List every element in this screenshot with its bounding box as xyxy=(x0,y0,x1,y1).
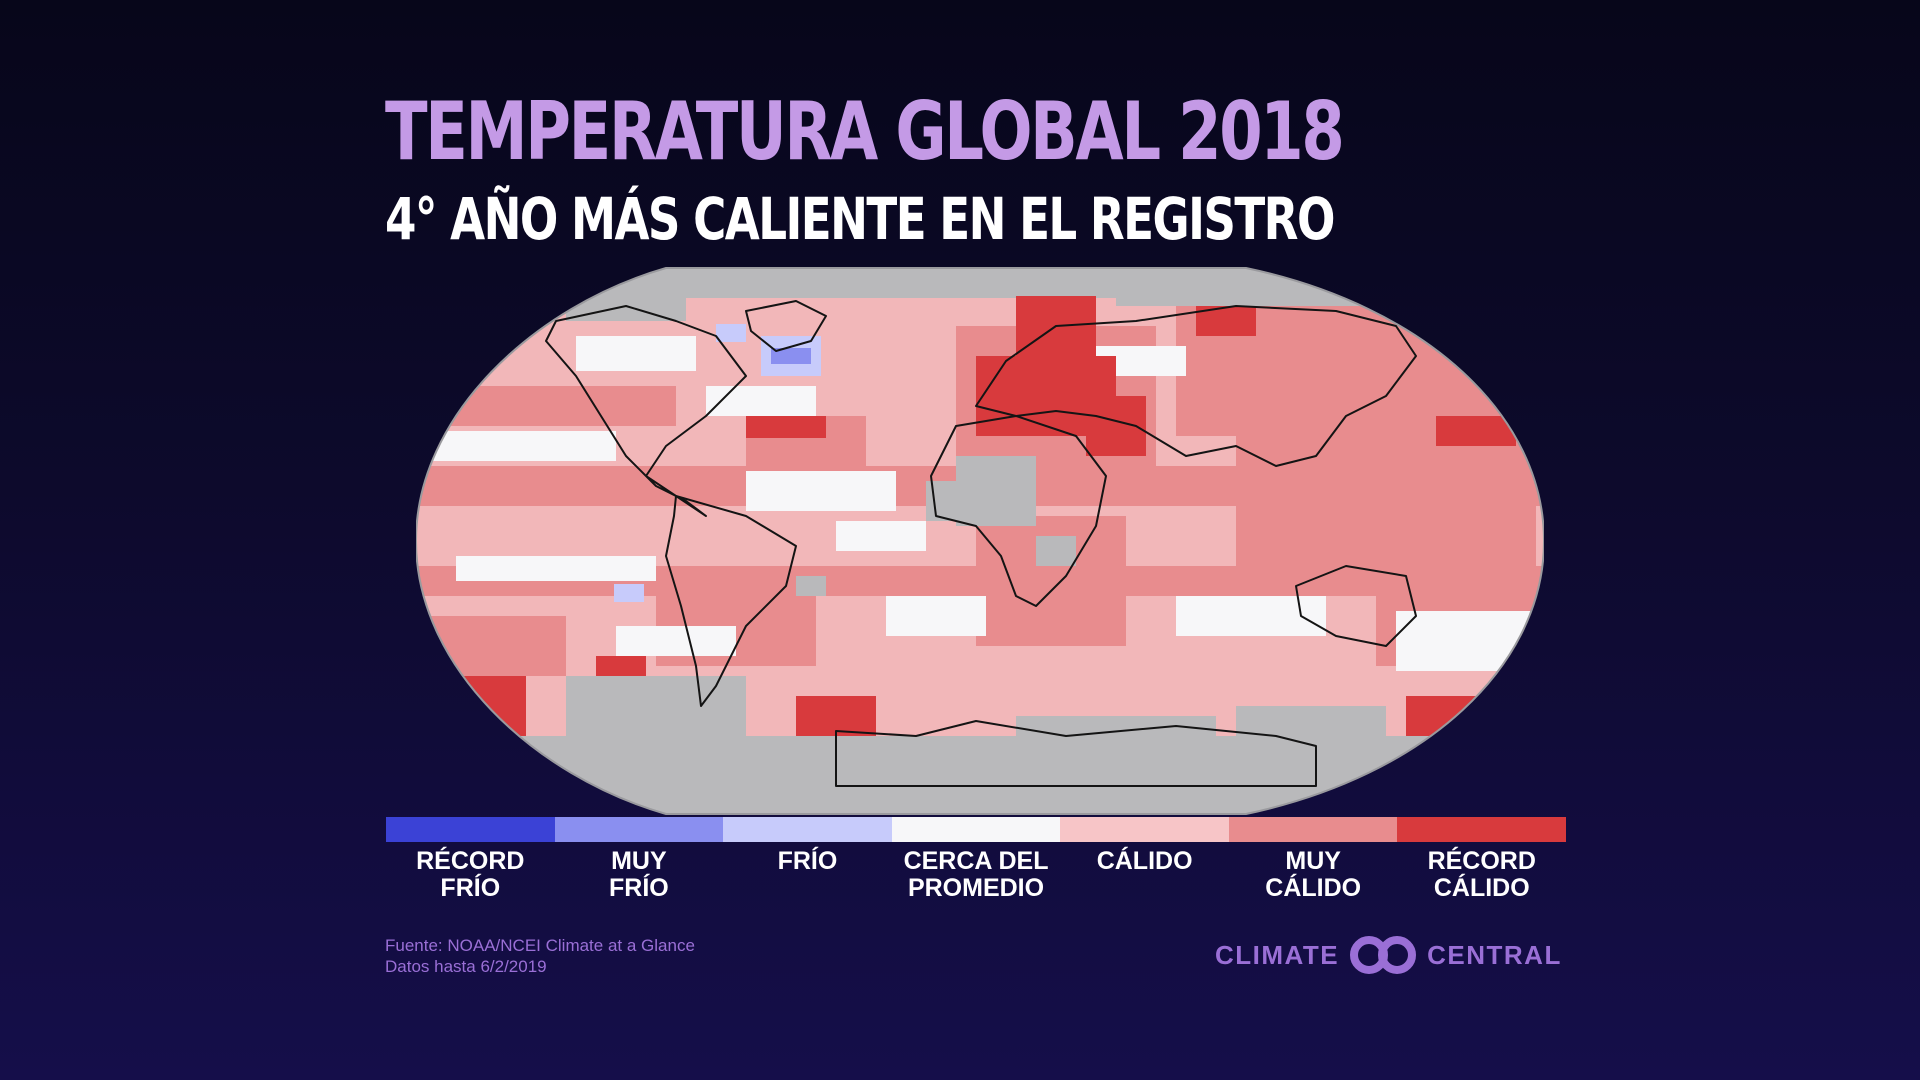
map-title: TEMPERATURA GLOBAL 2018 xyxy=(385,85,1345,178)
world-temperature-map xyxy=(414,266,1546,816)
legend-label-very-warm: MUY CÁLIDO xyxy=(1265,847,1362,902)
legend-label-warm: CÁLIDO xyxy=(1096,847,1193,875)
logo-text-climate: CLIMATE xyxy=(1215,939,1340,970)
legend-color-bar xyxy=(386,817,1567,842)
legend-swatch-very-warm xyxy=(1228,817,1398,842)
logo-text-central: CENTRAL xyxy=(1427,939,1562,970)
legend-swatch-warm xyxy=(1060,817,1229,842)
data-source: Fuente: NOAA/NCEI Climate at a Glance Da… xyxy=(385,935,695,977)
source-line: Fuente: NOAA/NCEI Climate at a Glance xyxy=(385,936,695,955)
legend-label-near-average: CERCA DEL PROMEDIO xyxy=(903,847,1049,902)
logo-rings-icon xyxy=(1350,936,1417,974)
legend-swatch-record-cold xyxy=(386,817,555,842)
legend-label-record-cold: RÉCORD FRÍO xyxy=(416,847,525,902)
climate-central-logo: CLIMATE CENTRAL xyxy=(1215,935,1562,975)
legend-swatch-near-average xyxy=(891,817,1061,842)
legend-swatch-very-cold xyxy=(554,817,724,842)
legend-label-very-cold: MUY FRÍO xyxy=(609,847,669,902)
data-date-line: Datos hasta 6/2/2019 xyxy=(385,957,547,976)
legend-swatch-record-warm xyxy=(1397,817,1567,842)
legend-swatch-cold xyxy=(723,817,892,842)
map-subtitle: 4° AÑO MÁS CALIENTE EN EL REGISTRO xyxy=(385,185,1335,253)
map-svg xyxy=(414,267,1546,815)
legend-label-record-warm: RÉCORD CÁLIDO xyxy=(1427,847,1536,902)
anomaly-grid xyxy=(416,268,1544,814)
legend-labels: RÉCORD FRÍO MUY FRÍO FRÍO CERCA DEL PROMEDI… xyxy=(386,848,1566,902)
legend-label-cold: FRÍO xyxy=(777,847,838,875)
